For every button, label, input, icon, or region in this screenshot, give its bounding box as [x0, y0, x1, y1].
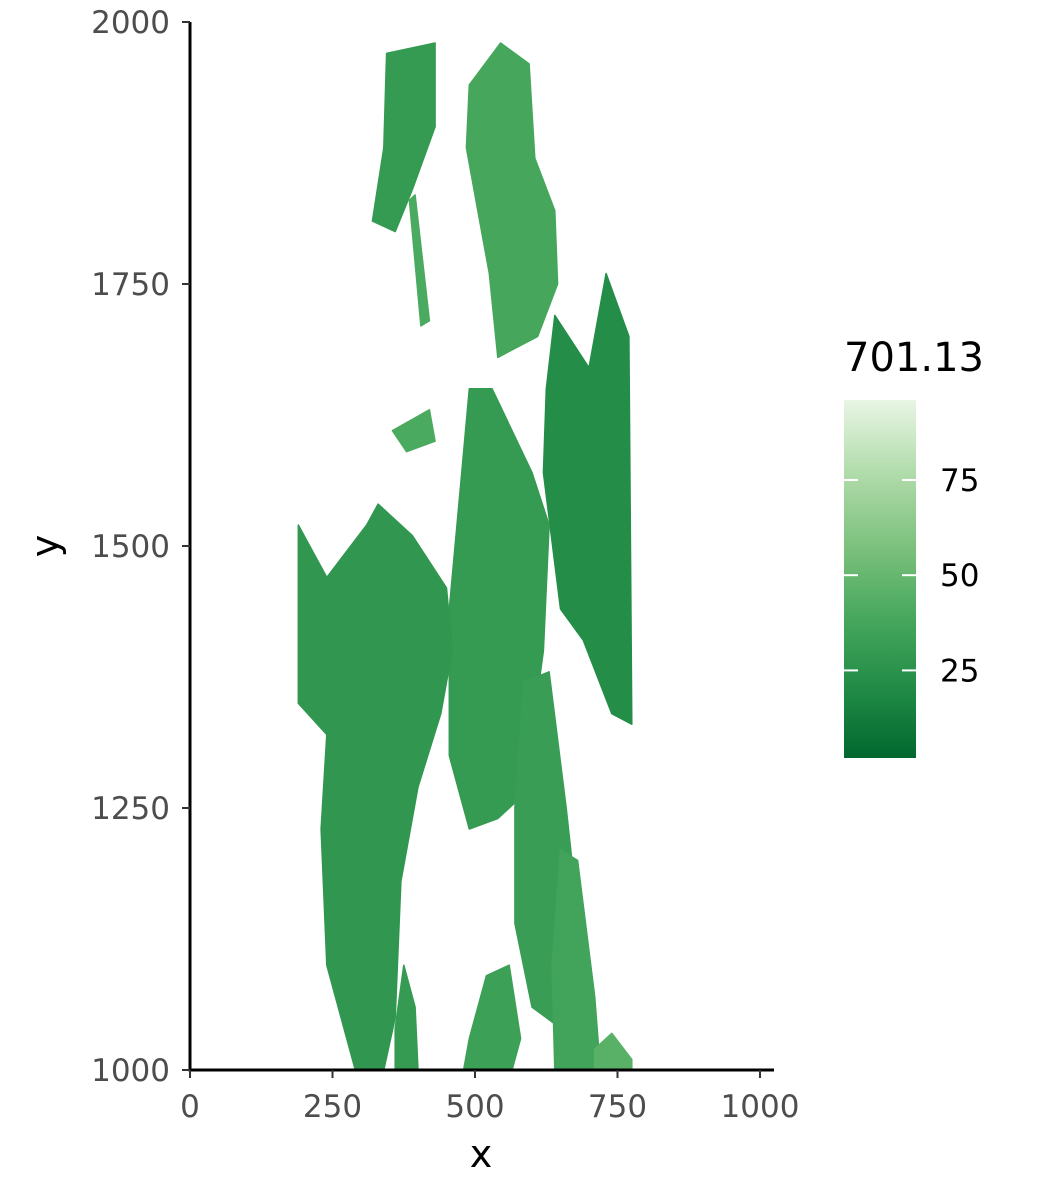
- legend-tick-label: 50: [940, 558, 979, 594]
- legend-colorbar: [844, 400, 916, 758]
- legend-tick-label: 25: [940, 653, 979, 689]
- x-tick-label: 750: [588, 1089, 647, 1125]
- y-tick-label: 1250: [91, 791, 170, 827]
- heatmap-region-1: [408, 194, 431, 327]
- heatmap-region-7: [551, 849, 602, 1070]
- legend-title: 701.13: [844, 335, 984, 381]
- heatmap-region-8: [462, 964, 522, 1070]
- y-tick-label: 1500: [91, 529, 170, 565]
- x-tick-label: 0: [180, 1089, 200, 1125]
- axes: 0 250 500 750 1000 1000 1250 1500 1750 2000 x y: [23, 5, 799, 1176]
- heatmap-region-9: [394, 964, 419, 1070]
- heatmap-region-3: [542, 272, 633, 725]
- plot-area: [297, 42, 633, 1070]
- x-tick-label: 250: [303, 1089, 362, 1125]
- x-axis-title: x: [470, 1132, 493, 1176]
- x-tick-label: 500: [445, 1089, 504, 1125]
- legend-tick-label: 75: [940, 463, 979, 499]
- heatmap-region-5: [297, 503, 453, 1070]
- y-tick-label: 1000: [91, 1053, 170, 1089]
- heatmap-region-10: [593, 1032, 633, 1070]
- y-axis-title: y: [23, 535, 67, 558]
- legend: 701.13 25 50 75: [844, 335, 984, 758]
- y-tick-label: 1750: [91, 267, 170, 303]
- x-tick-label: 1000: [721, 1089, 800, 1125]
- heatmap-region-0: [371, 42, 436, 233]
- y-tick-label: 2000: [91, 5, 170, 41]
- heatmap-region-11: [391, 409, 436, 453]
- heatmap-region-2: [465, 42, 559, 359]
